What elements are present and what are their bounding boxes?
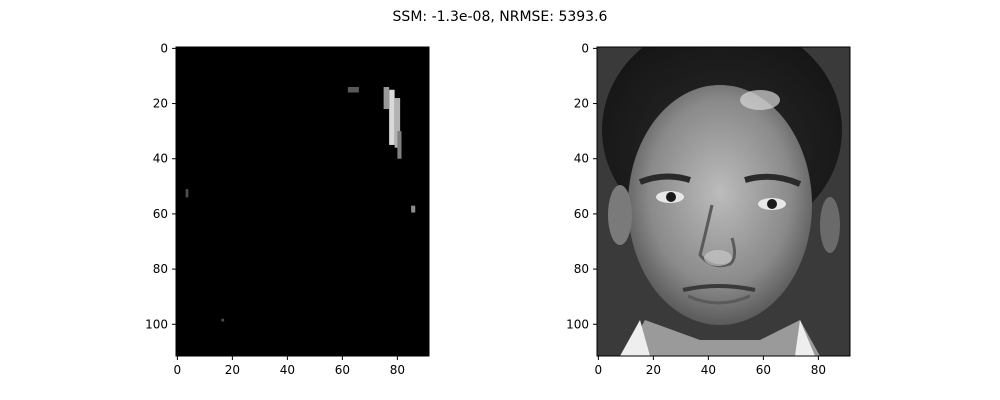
- left-y-tick-label: 80: [153, 262, 168, 276]
- left-x-tick-label: 60: [335, 363, 350, 377]
- left-image-panel: 0 20 40 60 80 0 20 40 60 80 100: [145, 41, 430, 377]
- right-y-axis: 0 20 40 60 80 100: [566, 41, 597, 331]
- right-image-panel: 0 20 40 60 80 0 20 40 60 80 100: [566, 41, 851, 377]
- right-x-axis: 0 20 40 60 80: [595, 356, 826, 377]
- right-y-tick-label: 40: [574, 152, 589, 166]
- bright-pixel-region: [411, 205, 416, 213]
- bright-pixel-region: [185, 189, 189, 198]
- left-x-tick-label: 20: [225, 363, 240, 377]
- left-x-tick-label: 40: [280, 363, 295, 377]
- left-x-tick-label: 0: [174, 363, 182, 377]
- right-x-tick-label: 80: [811, 363, 826, 377]
- bright-pixel-region: [221, 318, 225, 322]
- right-x-tick-label: 40: [701, 363, 716, 377]
- right-y-tick-label: 80: [574, 262, 589, 276]
- bright-pixel-region: [397, 131, 402, 159]
- left-y-tick-label: 60: [153, 207, 168, 221]
- left-y-tick-label: 40: [153, 152, 168, 166]
- left-image-frame: [175, 46, 430, 357]
- left-x-tick-label: 80: [390, 363, 405, 377]
- left-y-tick-label: 20: [153, 97, 168, 111]
- right-y-tick-label: 20: [574, 97, 589, 111]
- right-x-tick-label: 20: [646, 363, 661, 377]
- right-y-tick-label: 100: [566, 317, 589, 331]
- right-y-tick-label: 60: [574, 207, 589, 221]
- bright-pixel-region: [347, 87, 359, 93]
- right-x-tick-label: 60: [756, 363, 771, 377]
- bright-pixel-region: [394, 98, 401, 148]
- left-y-axis: 0 20 40 60 80 100: [145, 41, 176, 331]
- bright-pixel-region: [389, 89, 395, 145]
- right-x-tick-label: 0: [595, 363, 603, 377]
- right-y-tick-label: 0: [581, 41, 589, 55]
- left-x-axis: 0 20 40 60 80: [174, 356, 405, 377]
- figure-title: SSM: -1.3e-08, NRMSE: 5393.6: [393, 9, 608, 25]
- right-image-frame: [596, 46, 851, 357]
- bright-pixel-region: [383, 87, 390, 110]
- left-y-tick-label: 0: [160, 41, 168, 55]
- left-y-tick-label: 100: [145, 317, 168, 331]
- face-photo: [597, 47, 850, 356]
- left-highlight-group: [185, 87, 416, 322]
